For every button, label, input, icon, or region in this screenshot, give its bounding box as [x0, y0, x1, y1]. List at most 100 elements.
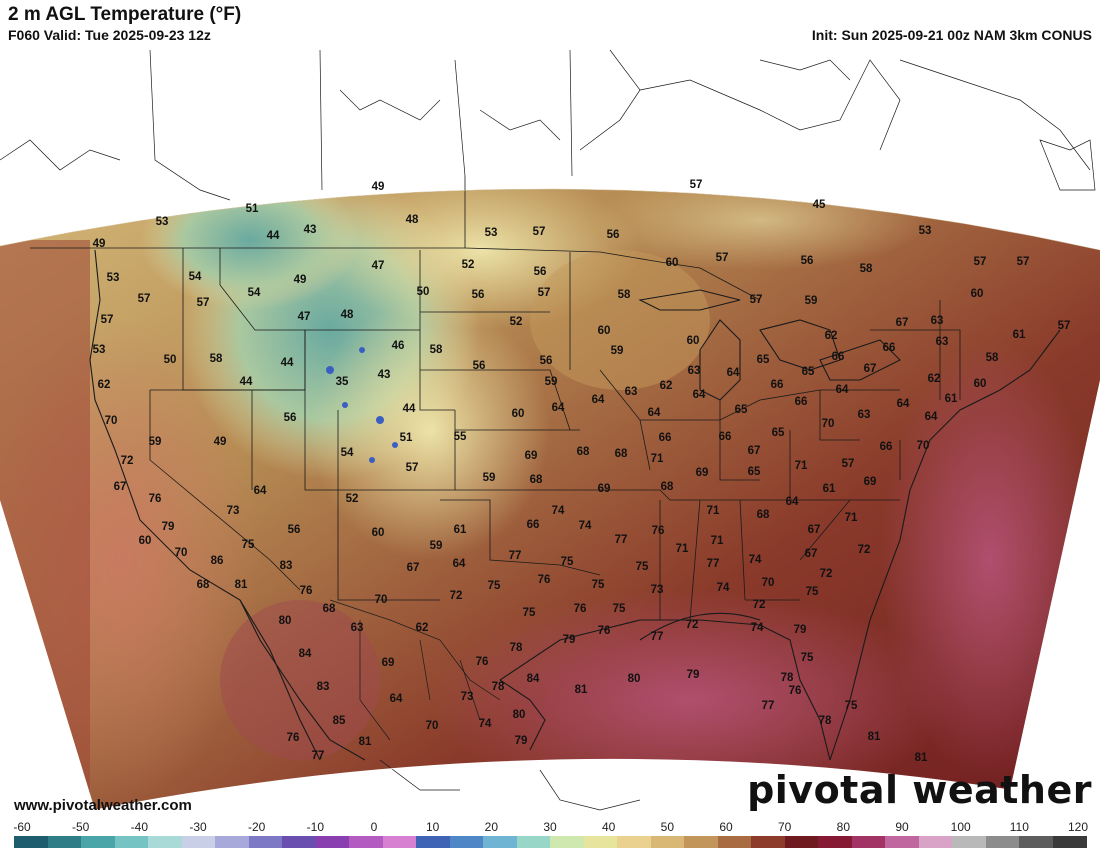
temperature-label: 67: [808, 524, 821, 536]
temperature-label: 67: [805, 548, 818, 560]
temperature-label: 59: [545, 376, 558, 388]
temperature-label: 72: [121, 455, 134, 467]
temperature-label: 79: [687, 669, 700, 681]
temperature-label: 48: [406, 214, 419, 226]
temperature-label: 54: [189, 271, 202, 283]
temperature-label: 60: [687, 335, 700, 347]
temperature-label: 68: [197, 579, 210, 591]
temperature-label: 62: [825, 330, 838, 342]
temperature-label: 64: [925, 411, 938, 423]
temperature-label: 57: [138, 293, 151, 305]
boundaries: [30, 176, 961, 621]
temperature-label: 80: [628, 673, 641, 685]
colorbar-segment: [885, 836, 919, 848]
temperature-label: 81: [575, 684, 588, 696]
colorbar-segment: [851, 836, 886, 848]
temperature-label: 70: [917, 440, 930, 452]
temperature-label: 57: [716, 252, 729, 264]
temperature-label: 75: [488, 580, 501, 592]
temperature-label: 64: [836, 384, 849, 396]
temperature-label: 66: [527, 519, 540, 531]
init-time: Init: Sun 2025-09-21 00z NAM 3km CONUS: [811, 27, 1092, 43]
station-labels: 49 57 45 53 51 44 43 48 53 57 56 53 49 54 49 47 52 56 60 57…: [93, 179, 1071, 764]
colorbar-tick-label: 110: [1009, 820, 1029, 834]
temperature-label: 79: [794, 624, 807, 636]
map-header: 2 m AGL Temperature (°F) F060 Valid: Tue…: [0, 0, 1100, 46]
colorbar-tick-label: 60: [719, 820, 733, 834]
temperature-label: 74: [751, 622, 764, 634]
temperature-label: 53: [156, 216, 169, 228]
temperature-label: 74: [552, 505, 565, 517]
temperature-label: 75: [523, 607, 536, 619]
temperature-label: 63: [931, 315, 944, 327]
temperature-label: 57: [1058, 320, 1071, 332]
temperature-label: 60: [139, 535, 152, 547]
website-url[interactable]: www.pivotalweather.com: [14, 797, 192, 814]
colorbar-segment: [1052, 836, 1087, 848]
temperature-label: 65: [772, 427, 785, 439]
colorbar-segment: [47, 836, 82, 848]
temperature-label: 56: [288, 524, 301, 536]
temperature-label: 69: [696, 467, 709, 479]
temperature-label: 77: [312, 750, 325, 762]
temperature-label: 75: [801, 652, 814, 664]
temperature-label: 61: [454, 524, 467, 536]
temperature-label: 70: [105, 415, 118, 427]
temperature-label: 76: [789, 685, 802, 697]
temperature-label: 62: [416, 622, 429, 634]
temperature-label: 66: [880, 441, 893, 453]
colorbar-segment: [416, 836, 450, 848]
colorbar-segment: [717, 836, 752, 848]
temperature-label: 73: [651, 584, 664, 596]
temperature-label: 71: [795, 460, 808, 472]
temperature-label: 70: [426, 720, 439, 732]
colorbar-segment: [315, 836, 350, 848]
temperature-label: 67: [748, 445, 761, 457]
temperature-label: 77: [762, 700, 775, 712]
temperature-label: 72: [753, 599, 766, 611]
temperature-label: 83: [317, 681, 330, 693]
colorbar-tick-label: 120: [1067, 820, 1089, 834]
temperature-label: 51: [400, 432, 413, 444]
temperature-label: 57: [1017, 256, 1030, 268]
temperature-label: 74: [717, 582, 730, 594]
colorbar-segment: [114, 836, 149, 848]
temperature-label: 66: [883, 342, 896, 354]
temperature-label: 57: [533, 226, 546, 238]
temperature-label: 77: [509, 550, 522, 562]
colorbar-segment: [952, 836, 986, 848]
colorbar-tick-label: 90: [895, 820, 909, 834]
temperature-label: 70: [175, 547, 188, 559]
temperature-label: 47: [298, 311, 311, 323]
temperature-map[interactable]: 49 57 45 53 51 44 43 48 53 57 56 53 49 54 49 47 52 56 60 57…: [0, 46, 1100, 820]
temperature-label: 81: [868, 731, 881, 743]
temperature-label: 57: [197, 297, 210, 309]
canada-outlines: [0, 49, 1096, 201]
temperature-label: 52: [510, 316, 523, 328]
temperature-label: 67: [114, 481, 127, 493]
temperature-label: 76: [300, 585, 313, 597]
temperature-label: 74: [579, 520, 592, 532]
temperature-label: 35: [336, 376, 349, 388]
temperature-label: 68: [323, 603, 336, 615]
temperature-label: 75: [613, 603, 626, 615]
colorbar-segment: [918, 836, 953, 848]
temperature-label: 63: [625, 386, 638, 398]
temperature-label: 60: [512, 408, 525, 420]
temperature-label: 75: [806, 586, 819, 598]
colorbar-tick-label: -30: [189, 820, 207, 834]
colorbar-tick-label: 70: [777, 820, 792, 834]
temperature-label: 59: [805, 295, 818, 307]
temperature-label: 49: [372, 181, 385, 193]
temperature-label: 56: [540, 355, 553, 367]
temperature-label: 56: [472, 289, 485, 301]
temperature-label: 67: [407, 562, 420, 574]
colorbar-tick-label: 0: [370, 820, 378, 834]
temperature-label: 50: [164, 354, 177, 366]
temperature-label: 74: [749, 554, 762, 566]
colorbar-segment: [784, 836, 819, 848]
temperature-label: 76: [574, 603, 587, 615]
colorbar-segment: [985, 836, 1020, 848]
colorbar-tick-label: -40: [130, 820, 148, 834]
colorbar-segment: [1019, 836, 1053, 848]
